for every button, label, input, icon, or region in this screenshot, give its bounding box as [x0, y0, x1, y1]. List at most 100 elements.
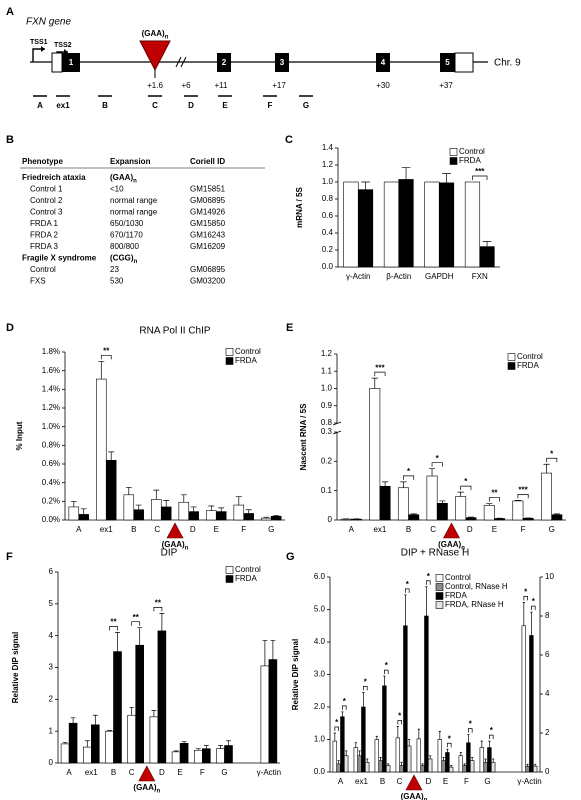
bar [332, 740, 338, 773]
position-label: +11 [215, 81, 229, 90]
x-tick-label: G [268, 525, 274, 534]
legend-label: FRDA [459, 156, 481, 165]
error-bar [226, 740, 231, 746]
error-bar [341, 711, 344, 717]
bar [135, 644, 144, 764]
error-bar [84, 740, 90, 748]
significance-bracket [384, 669, 389, 675]
tss-label: TSS1 [30, 39, 48, 46]
x-tick-label: D [190, 525, 196, 534]
bar [462, 765, 467, 773]
bar [340, 518, 352, 521]
bar [179, 742, 189, 764]
significance-bracket [342, 705, 347, 710]
bar [113, 651, 122, 764]
legend-label: FRDA [445, 591, 467, 600]
bar [458, 755, 464, 773]
significance-label: ** [133, 613, 140, 622]
amplicon-label: F [268, 101, 273, 110]
significance-label: * [406, 580, 410, 589]
table-cell: GM15850 [190, 219, 226, 228]
y-axis-label: Nascent RNA / 5S [299, 403, 308, 471]
position-label: +17 [272, 81, 286, 90]
bar [336, 763, 341, 773]
bar [399, 765, 404, 773]
table-cell: FXS [30, 277, 46, 286]
bar [260, 665, 270, 764]
legend-label: Control, RNase H [445, 582, 508, 591]
panel-label: B [6, 134, 14, 146]
bar [78, 514, 89, 521]
error-bar [203, 745, 209, 749]
legend-label: FRDA [235, 356, 257, 365]
bar [68, 722, 78, 764]
x-tick-label: ex1 [355, 777, 368, 786]
bar [91, 724, 100, 764]
table-group: Fragile X syndrome [22, 254, 97, 263]
error-bar [486, 503, 493, 506]
error-bar [467, 516, 475, 518]
y-axis-label: mRNA / 5S [295, 187, 304, 228]
bar [202, 748, 211, 764]
bar [403, 625, 408, 773]
significance-label: *** [375, 363, 385, 372]
x-tick-label: E [492, 525, 497, 534]
table-cell: 650/1030 [110, 219, 144, 228]
error-bar [362, 692, 365, 707]
amplicon-label: ex1 [56, 101, 70, 110]
x-tick-label: C [397, 777, 403, 786]
table-cell: GM14926 [190, 208, 226, 217]
x-tick-label: G [549, 525, 555, 534]
bar [408, 514, 420, 521]
y-axis-label: Relative DIP signal [291, 639, 300, 710]
x-tick-label: A [76, 525, 82, 534]
bar [416, 738, 422, 773]
error-bar [514, 499, 522, 501]
bar [464, 181, 481, 268]
bar [157, 630, 167, 764]
bar [261, 517, 272, 521]
legend-label: FRDA [235, 574, 257, 583]
y2-tick-label: 10 [545, 572, 554, 581]
significance-label: * [550, 449, 554, 458]
significance-bracket [472, 175, 488, 180]
error-bar [263, 516, 270, 519]
x-tick-label: ex1 [100, 525, 113, 534]
repeat-triangle [139, 40, 171, 72]
significance-bracket [460, 485, 472, 491]
significance-label: *** [475, 167, 485, 176]
bar [490, 761, 496, 773]
significance-bracket [531, 605, 536, 611]
position-label: +37 [439, 81, 453, 90]
y-tick-label: 0.8% [42, 440, 60, 449]
significance-label: * [532, 597, 536, 606]
legend-swatch [435, 601, 444, 609]
bar [224, 745, 233, 764]
error-bar [450, 765, 453, 768]
significance-label: ** [155, 598, 162, 607]
bar [160, 506, 172, 521]
bar [364, 761, 370, 773]
significance-bracket [403, 475, 415, 480]
bar [541, 472, 552, 521]
error-bar [534, 763, 537, 767]
x-tick-label: β-Actin [386, 272, 411, 281]
table-cell: GM16209 [190, 242, 226, 251]
error-bar [421, 763, 424, 766]
error-bar [115, 632, 120, 652]
significance-label: * [343, 697, 347, 706]
legend-label: Control [235, 565, 261, 574]
bar [105, 459, 117, 521]
significance-label: ** [110, 618, 117, 627]
legend-label: FRDA, RNase H [445, 600, 504, 609]
exon-label: 4 [381, 58, 386, 67]
significance-label: * [407, 467, 411, 476]
bar [395, 737, 401, 773]
significance-bracket [109, 626, 118, 631]
significance-label: * [469, 720, 473, 729]
amplicon-label: G [303, 101, 309, 110]
significance-bracket [468, 728, 473, 733]
x-tick-label: G [484, 777, 490, 786]
table-cell: GM06895 [190, 265, 226, 274]
bar [357, 755, 362, 773]
